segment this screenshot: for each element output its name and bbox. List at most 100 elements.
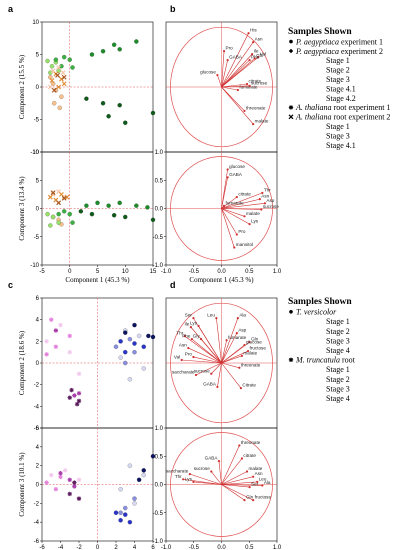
data-point-ath_s3 [47,194,53,200]
loading-vector-tip [251,53,254,56]
legend-bottom-marker-star-stroke [289,357,293,362]
data-point-ath_s3 [49,78,55,83]
panel-c-xtick-label: 6 [151,545,155,550]
loading-vector-label: threonate [246,105,266,110]
data-point-ath_s3 [64,194,70,200]
panel-b-ytick-label: -0.5 [153,235,164,241]
data-point-mt_s2-stroke [53,344,58,349]
data-point-pae_s3 [67,211,72,217]
loading-vector-tip [182,478,185,481]
loading-vector-tip [210,470,213,473]
loading-vector [221,59,250,88]
loading-vector-label: threonate [241,440,261,445]
data-point-ath_s3 [59,191,64,197]
loading-vector-tip [245,470,249,473]
data-point-tv_s1 [132,501,137,506]
legend-top-marker-dot [289,39,293,44]
loading-vector-label: Asn [255,471,263,476]
panel-a-xlabel: Component 1 (45.3 %) [65,276,130,284]
loading-vector-tip [222,50,226,53]
panel-c-ytick-label: -6 [34,539,40,545]
data-point-mt_s2 [67,333,72,339]
data-point-mt_s2-stroke [58,475,63,479]
data-point-mt_s2-stroke [53,487,58,492]
data-point-ath_s3-stroke [64,194,70,200]
data-point-pae_s42 [111,213,117,218]
loading-vector-tip [210,372,213,375]
loading-vector-tip [190,337,193,341]
loading-vector-label: saccharate [166,469,189,474]
loading-vector [221,86,245,112]
loading-vector-label: malate [249,466,263,471]
data-point-tv_s3 [141,344,146,349]
panel-c-ytick-label: 2 [36,464,40,470]
legend-bottom-title: Samples Shown [288,297,352,307]
legend-top-item: Stage 3 [326,75,350,84]
loading-vector-label: citrate [238,192,251,197]
loading-vector-label: Phe [182,334,191,339]
loading-vector [193,481,222,485]
loading-vector-tip [235,195,238,199]
data-point-pae_s42 [117,102,122,108]
data-point-mt_s3 [76,391,82,396]
loading-vector-label: threonate [241,362,261,367]
data-point-pae_s3 [56,211,61,217]
data-point-ath_s3-stroke [56,84,62,90]
panel-c-xtick-label: -6 [39,545,45,550]
loading-vector [221,41,254,88]
data-point-pae_s3 [61,54,67,60]
data-point-pae_s1 [57,105,62,111]
loading-vector-tip [222,204,226,208]
loading-vector-label: Asn [255,37,263,42]
loading-vector-tip [261,484,264,487]
legend-bottom-item: Stage 4 [326,346,350,355]
loading-vector [198,325,222,364]
loading-vector [221,83,248,88]
legend-bottom-item: M. truncatula root [295,356,356,365]
loading-vector-label: Ala [239,313,246,318]
data-point-mt_s4 [76,398,82,404]
legend-top-item: Stage 3 [326,131,350,140]
loading-vector-tip [240,354,244,357]
loading-vector-tip [216,73,219,77]
data-point-mt_s4-stroke [75,402,80,407]
data-point-mt_s3-stroke [58,471,63,476]
loading-vector [221,350,249,364]
data-point-ath_s41 [56,200,62,206]
legend-top-item: P. aegyptiaca experiment 1 [295,37,383,46]
panel-c-ytick-label: 0 [36,483,40,489]
loading-vector-tip [226,58,229,62]
panel-a-xtick-label: -5 [39,269,45,275]
panel-b-xlabel: Component 1 (45.3 %) [189,276,254,284]
data-point-ath_s41-stroke [61,195,67,201]
data-point-mt_s2 [53,344,59,349]
data-point-tv_s3 [127,519,133,525]
data-point-mt_s3 [72,484,77,489]
loading-vector-label: Val [174,355,180,360]
loading-vector-label: sucrose [194,368,211,373]
panel-c-xtick-label: 4 [133,545,137,550]
legend-top-marker-cross [288,114,294,120]
panel-a-ytick-label: 5 [36,53,40,59]
legend-bottom-item: Stage 3 [326,384,350,393]
loading-vector [221,86,238,91]
loading-vector-tip [189,326,192,329]
loading-vector-label: sucrose [251,80,268,85]
data-point-tv_s3 [118,518,123,523]
legend-bottom-item: Stage 3 [326,336,350,345]
data-point-mt_s2 [53,487,59,492]
loading-vector [217,74,222,88]
panel-b-xtick-label: 0.0 [217,269,226,275]
loading-vector-tip [235,233,238,236]
data-point-ath_s1 [60,70,66,76]
loading-vector [221,85,250,88]
panel-d-xtick-label: 0.0 [217,545,226,550]
panel-a-ytick-label: 0 [36,207,40,213]
loading-vector-label: Asp [266,198,274,203]
loading-vector [193,356,222,364]
data-point-mt_s2-stroke [44,352,49,357]
loading-vector-label: Lys [251,219,259,224]
data-point-ath_s41 [61,195,67,201]
data-point-mt_s4 [74,401,80,407]
data-point-tv_s4 [141,468,146,473]
